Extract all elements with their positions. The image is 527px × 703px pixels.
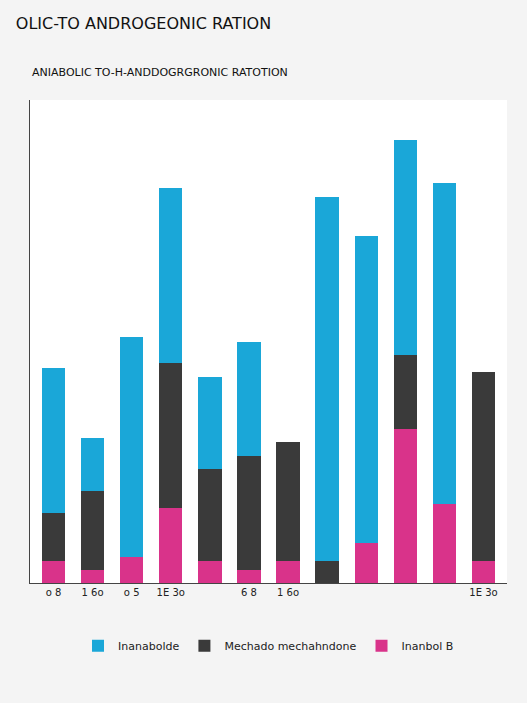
svg-text:OLIC-TO ANDROGEONIC RATION: OLIC-TO ANDROGEONIC RATION [16, 14, 271, 33]
svg-text:Mechado mechahndone: Mechado mechahndone [224, 640, 356, 653]
svg-text:1E 3o: 1E 3o [157, 587, 185, 598]
svg-text:1 6o: 1 6o [277, 587, 299, 598]
svg-text:ANIABOLIC TO-H-ANDDOGRGRONIC R: ANIABOLIC TO-H-ANDDOGRGRONIC RATOTION [32, 66, 288, 79]
svg-text:Inanbol B: Inanbol B [402, 640, 454, 653]
svg-text:o 8: o 8 [46, 587, 62, 598]
svg-text:6 8: 6 8 [241, 587, 257, 598]
svg-text:Inanabolde: Inanabolde [118, 640, 179, 653]
svg-text:o 5: o 5 [124, 587, 140, 598]
svg-text:1E 3o: 1E 3o [469, 587, 497, 598]
svg-text:1 6o: 1 6o [82, 587, 104, 598]
